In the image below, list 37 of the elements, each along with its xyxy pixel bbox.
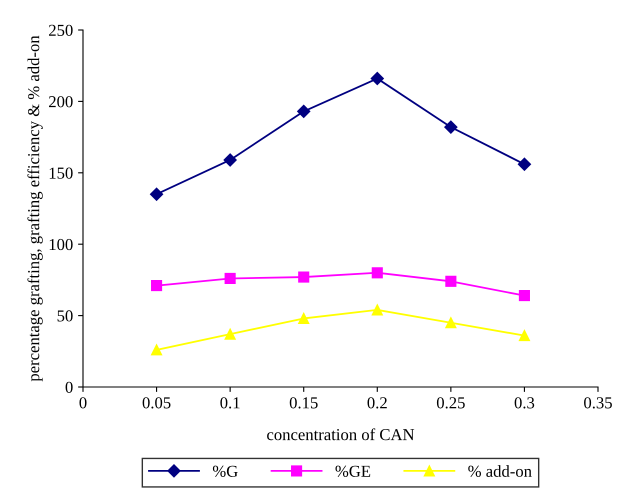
point xyxy=(518,158,532,171)
legend-label: %GE xyxy=(335,466,370,477)
y-tick-label: 100 xyxy=(50,238,73,250)
x-tick-label: 0.3 xyxy=(514,397,534,409)
x-tick-label: 0.25 xyxy=(436,397,465,409)
legend-label: % add-on xyxy=(468,465,532,477)
point xyxy=(150,188,164,201)
point xyxy=(224,328,236,340)
y-axis-title: percentage grafting, grafting efficiency & % add-on xyxy=(27,36,43,382)
x-tick-label: 0.1 xyxy=(220,397,240,409)
point xyxy=(518,330,530,342)
x-tick-label: 0.15 xyxy=(290,397,318,409)
legend-label: %G xyxy=(212,466,238,477)
y-tick-label: 50 xyxy=(58,310,73,322)
point xyxy=(298,312,310,324)
point xyxy=(224,272,236,284)
y-tick-label: 0 xyxy=(66,382,73,393)
y-tick-label: 200 xyxy=(49,96,73,108)
x-tick-label: 0 xyxy=(79,397,87,408)
point xyxy=(444,120,458,134)
point xyxy=(445,276,456,287)
point xyxy=(298,271,310,283)
point xyxy=(370,72,384,86)
x-tick-label: 0.05 xyxy=(142,397,171,409)
point xyxy=(224,153,237,167)
x-tick-label: 0.35 xyxy=(584,397,612,409)
point xyxy=(372,267,383,278)
x-axis-title: concentration of CAN xyxy=(267,428,414,440)
point xyxy=(445,317,456,328)
y-tick-label: 250 xyxy=(49,24,73,36)
y-tick-label: 150 xyxy=(50,168,73,179)
x-tick-label: 0.2 xyxy=(368,397,387,409)
point xyxy=(372,304,383,316)
point xyxy=(297,104,310,118)
point xyxy=(151,280,162,292)
point xyxy=(151,344,162,356)
point xyxy=(518,290,530,302)
